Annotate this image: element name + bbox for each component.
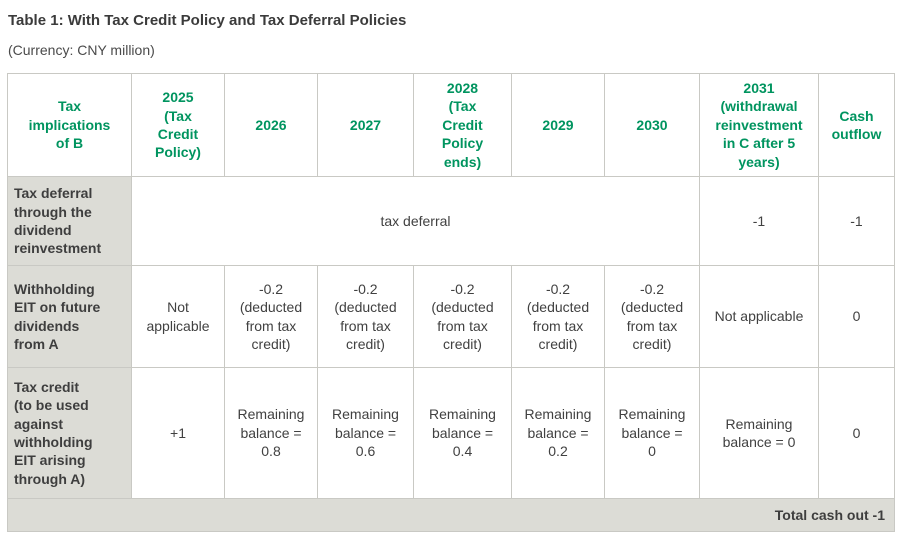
header-2028: 2028 (Tax Credit Policy ends) <box>413 73 512 177</box>
cell-tax-credit-2027: Remaining balance = 0.6 <box>317 367 414 499</box>
cell-tax-credit-2025: +1 <box>131 367 225 499</box>
row-label-tax-credit: Tax credit (to be used against withholdi… <box>7 367 132 499</box>
table-title: Table 1: With Tax Credit Policy and Tax … <box>8 12 407 29</box>
header-2026: 2026 <box>224 73 318 177</box>
cell-tax-credit-cash: 0 <box>818 367 895 499</box>
header-tax-implications: Tax implications of B <box>7 73 132 177</box>
cell-withholding-2031: Not applicable <box>699 265 819 368</box>
cell-tax-credit-2026: Remaining balance = 0.8 <box>224 367 318 499</box>
row-tax-credit: Tax credit (to be used against withholdi… <box>7 367 895 499</box>
cell-withholding-cash: 0 <box>818 265 895 368</box>
header-2031: 2031 (withdrawal reinvestment in C after… <box>699 73 819 177</box>
total-cash-out: Total cash out -1 <box>7 498 895 532</box>
cell-tax-deferral-merged: tax deferral <box>131 176 700 266</box>
header-2027: 2027 <box>317 73 414 177</box>
cell-withholding-2025: Not applicable <box>131 265 225 368</box>
header-cash-outflow: Cash outflow <box>818 73 895 177</box>
footer-row: Total cash out -1 <box>7 498 895 532</box>
cell-withholding-2028: -0.2 (deducted from tax credit) <box>413 265 512 368</box>
cell-tax-credit-2030: Remaining balance = 0 <box>604 367 700 499</box>
row-label-tax-deferral: Tax deferral through the dividend reinve… <box>7 176 132 266</box>
header-2030: 2030 <box>604 73 700 177</box>
cell-tax-credit-2029: Remaining balance = 0.2 <box>511 367 605 499</box>
cell-withholding-2027: -0.2 (deducted from tax credit) <box>317 265 414 368</box>
currency-note: (Currency: CNY million) <box>8 42 155 58</box>
cell-withholding-2030: -0.2 (deducted from tax credit) <box>604 265 700 368</box>
header-row: Tax implications of B 2025 (Tax Credit P… <box>7 73 895 177</box>
cell-tax-deferral-2031: -1 <box>699 176 819 266</box>
cell-withholding-2026: -0.2 (deducted from tax credit) <box>224 265 318 368</box>
cell-tax-credit-2031: Remaining balance = 0 <box>699 367 819 499</box>
row-tax-deferral: Tax deferral through the dividend reinve… <box>7 176 895 266</box>
cell-tax-deferral-cash: -1 <box>818 176 895 266</box>
row-label-withholding-eit: Withholding EIT on future dividends from… <box>7 265 132 368</box>
cell-withholding-2029: -0.2 (deducted from tax credit) <box>511 265 605 368</box>
header-2025: 2025 (Tax Credit Policy) <box>131 73 225 177</box>
tax-policy-table: Tax implications of B 2025 (Tax Credit P… <box>7 73 895 532</box>
row-withholding-eit: Withholding EIT on future dividends from… <box>7 265 895 368</box>
header-2029: 2029 <box>511 73 605 177</box>
cell-tax-credit-2028: Remaining balance = 0.4 <box>413 367 512 499</box>
